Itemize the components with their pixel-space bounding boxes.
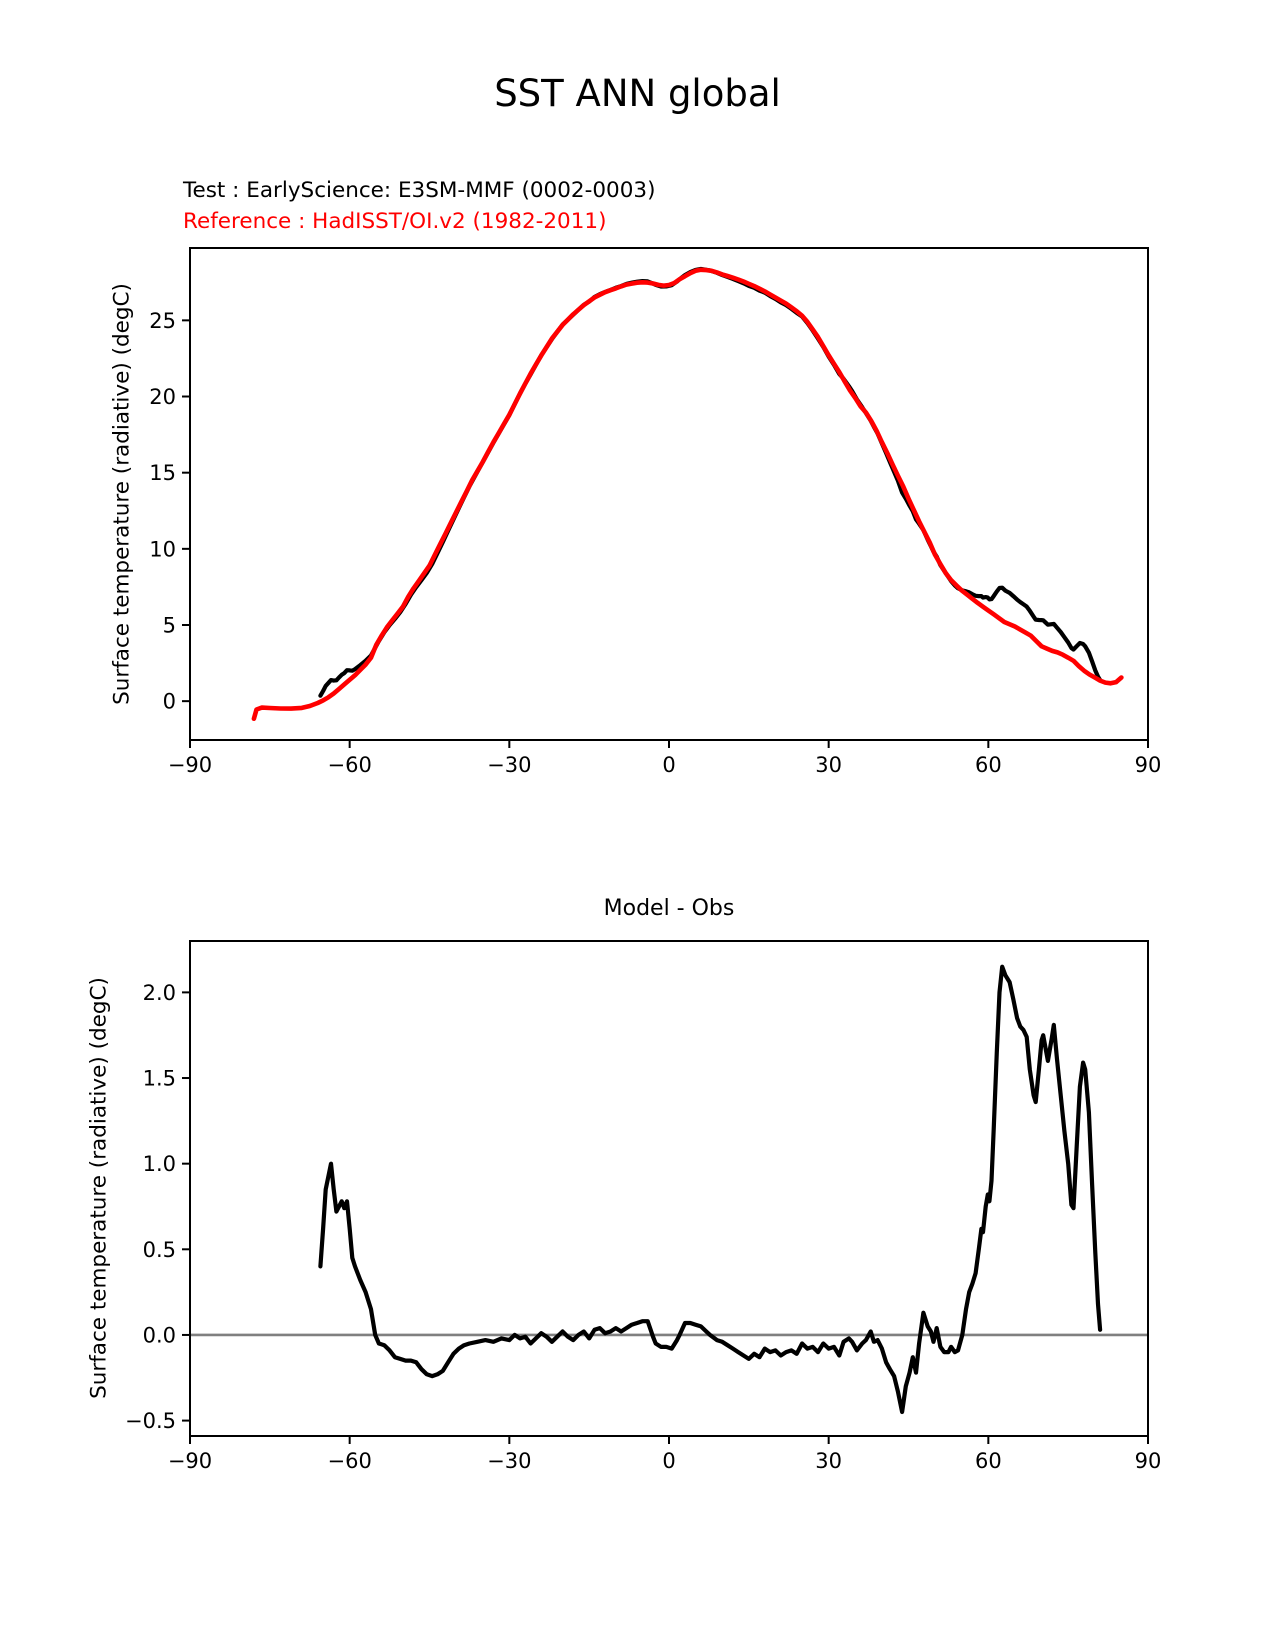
x-tick-label: −30 <box>487 753 531 777</box>
y-tick-label: 25 <box>149 309 176 333</box>
y-tick-label: 0 <box>163 690 176 714</box>
x-tick-label: 0 <box>662 753 675 777</box>
x-tick-label: −90 <box>168 1449 212 1473</box>
y-tick-label: 1.0 <box>143 1152 176 1176</box>
panel-sst-vs-latitude: −90 −60 −30 0 30 60 90 0 5 10 15 20 25 <box>149 247 1162 777</box>
x-tick-label: −60 <box>328 753 372 777</box>
x-tick-label: −60 <box>328 1449 372 1473</box>
series-reference-hadisst <box>251 267 1124 722</box>
y-tick-label: 15 <box>149 461 176 485</box>
bottom-panel-ylabel: Surface temperature (radiative) (degC) <box>86 977 112 1399</box>
x-tick-label: 0 <box>662 1449 675 1473</box>
series-difference-model-minus-obs <box>318 964 1103 1415</box>
top-panel-ylabel: Surface temperature (radiative) (degC) <box>109 283 135 705</box>
y-tick-label: 10 <box>149 537 176 561</box>
series-model-test-e3sm-mmf <box>318 266 1103 698</box>
y-tick-label: 5 <box>163 613 176 637</box>
reference-run-label: Reference : HadISST/OI.v2 (1982-2011) <box>183 209 607 234</box>
panel-model-minus-obs: −90 −60 −30 0 30 60 90 −0.5 0.0 0.5 1.0 1.5 2.0 <box>125 940 1162 1473</box>
bottom-panel-title: Model - Obs <box>603 896 735 921</box>
x-tick-label: 30 <box>815 753 842 777</box>
x-tick-label: 90 <box>1135 1449 1162 1473</box>
y-tick-label: 0.0 <box>143 1323 176 1347</box>
figure-title: SST ANN global <box>494 72 781 115</box>
test-run-label: Test : EarlyScience: E3SM-MMF (0002-0003… <box>183 178 656 203</box>
x-tick-label: −30 <box>487 1449 531 1473</box>
x-tick-label: 30 <box>815 1449 842 1473</box>
x-tick-label: 60 <box>975 753 1002 777</box>
y-tick-label: −0.5 <box>125 1409 176 1433</box>
axes-spines-sst-vs-latitude <box>189 247 1149 741</box>
y-tick-label: 0.5 <box>143 1238 176 1262</box>
y-tick-label: 2.0 <box>143 981 176 1005</box>
y-tick-label: 1.5 <box>143 1067 176 1091</box>
x-tick-label: −90 <box>168 753 212 777</box>
x-tick-label: 60 <box>975 1449 1002 1473</box>
y-tick-label: 20 <box>149 385 176 409</box>
x-tick-label: 90 <box>1135 753 1162 777</box>
